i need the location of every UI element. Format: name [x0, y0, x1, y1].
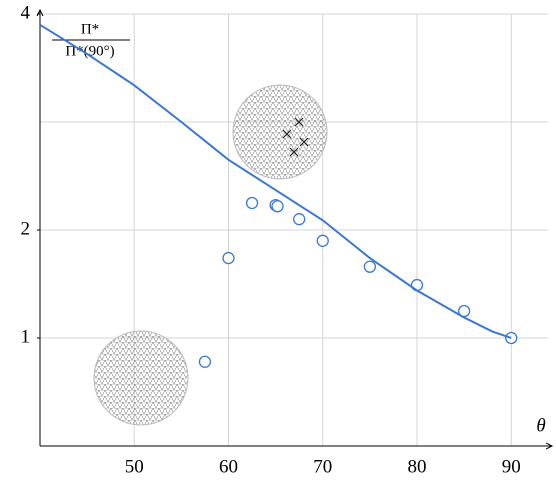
y-label-numerator: Π*: [81, 21, 99, 37]
x-tick-label: 70: [313, 456, 332, 477]
x-tick-label: 80: [407, 456, 426, 477]
x-tick-label: 90: [502, 456, 521, 477]
y-tick-label: 2: [21, 218, 31, 239]
x-tick-label: 60: [219, 456, 238, 477]
data-point: [222, 251, 235, 265]
y-tick-label: 1: [21, 326, 31, 347]
data-point: [316, 234, 329, 247]
data-point: [363, 260, 377, 273]
data-point: [293, 213, 306, 226]
illustration-defects: [282, 117, 309, 157]
data-point: [198, 355, 212, 368]
data-point: [271, 200, 284, 213]
x-tick-label: 50: [125, 456, 144, 477]
illustration-sphere: [93, 330, 189, 426]
fit-line: [39, 23, 512, 339]
illustration-sphere: [232, 84, 328, 180]
data-point: [245, 196, 259, 210]
x-label: θ: [536, 415, 545, 436]
y-tick-label: 4: [21, 2, 31, 23]
